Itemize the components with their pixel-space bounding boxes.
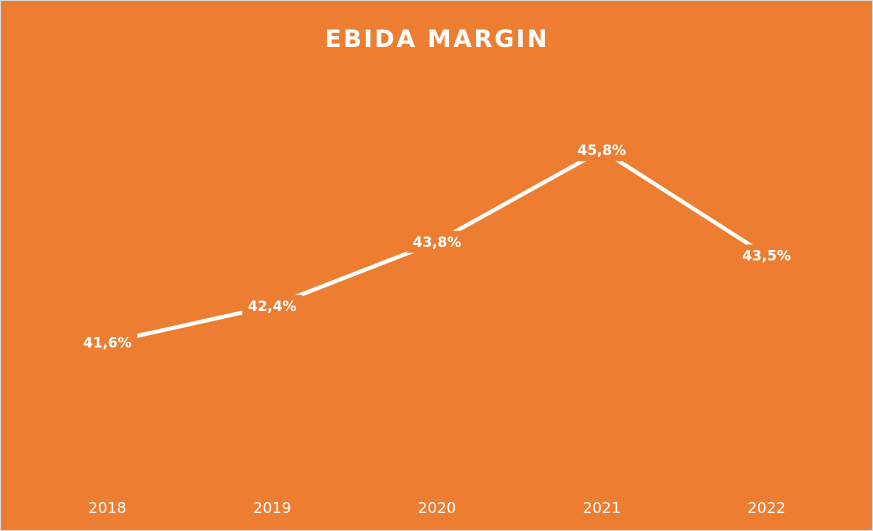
- chart-title: EBIDA MARGIN: [325, 25, 549, 53]
- data-label-2021: 45,8%: [578, 143, 627, 159]
- data-labels: 41,6% 42,4% 43,8% 45,8% 43,5%: [77, 139, 797, 354]
- data-label-2022: 43,5%: [742, 249, 791, 265]
- x-tick-label-2021: 2021: [583, 499, 621, 517]
- x-tick-label-2019: 2019: [253, 499, 291, 517]
- data-label-2019: 42,4%: [248, 299, 297, 315]
- x-tick-label-2018: 2018: [88, 499, 126, 517]
- data-label-2018: 41,6%: [83, 336, 132, 352]
- drop-lines: [106, 164, 768, 479]
- x-axis-ticks: 2018 2019 2020 2021 2022: [88, 499, 785, 517]
- data-label-bg-2022: [736, 244, 797, 267]
- data-label-bg-2019: [242, 294, 303, 317]
- x-tick-label-2020: 2020: [418, 499, 456, 517]
- data-label-bg-2021: [571, 139, 632, 162]
- data-label-bg-2020: [407, 230, 467, 253]
- data-label-bg-2018: [77, 331, 138, 354]
- data-label-2020: 43,8%: [413, 235, 462, 251]
- x-tick-label-2022: 2022: [748, 499, 786, 517]
